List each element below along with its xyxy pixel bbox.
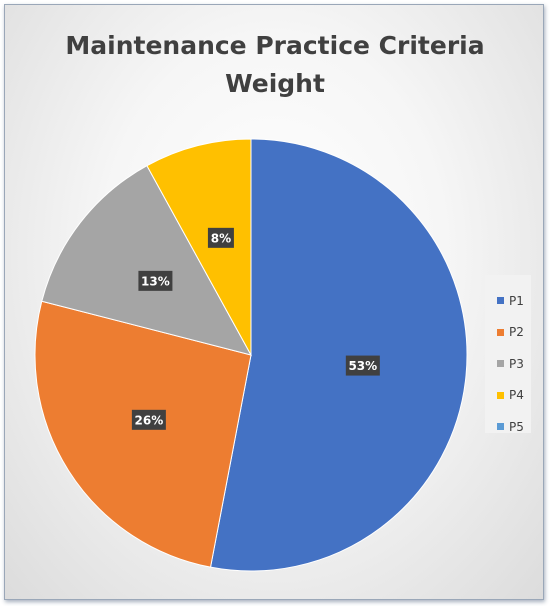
legend-item-p3[interactable]: P3 — [497, 348, 531, 380]
legend-item-p1[interactable]: P1 — [497, 285, 531, 317]
data-label-box — [138, 270, 173, 291]
chart-title-line-1: Maintenance Practice Criteria — [65, 31, 485, 60]
chart-title-line-2: Weight — [225, 69, 325, 98]
legend-item-p5[interactable]: P5 — [497, 411, 531, 443]
legend-label: P3 — [509, 356, 524, 371]
chart-frame: Maintenance Practice Criteria Weight 53%… — [4, 4, 544, 600]
data-label-box — [207, 227, 234, 248]
legend-label: P4 — [509, 388, 524, 403]
legend: P1 P2 P3 P4 P5 — [485, 275, 531, 434]
data-label-p4: 8% — [207, 227, 234, 248]
data-label-p3: 13% — [138, 270, 173, 291]
pie-slice-p4[interactable] — [146, 138, 252, 356]
legend-label: P5 — [509, 419, 524, 434]
legend-swatch — [497, 423, 504, 431]
legend-label: P1 — [509, 293, 524, 308]
legend-swatch — [497, 360, 504, 368]
legend-item-p4[interactable]: P4 — [497, 380, 531, 412]
data-label-box — [345, 355, 380, 376]
chart-title: Maintenance Practice Criteria Weight — [5, 27, 543, 103]
data-label-text: 13% — [141, 274, 170, 288]
pie-chart: 53% 26% 13% 8% — [34, 138, 468, 572]
pie-slice-p1[interactable] — [209, 138, 468, 572]
data-label-text: 53% — [348, 359, 377, 373]
data-label-p1: 53% — [345, 355, 380, 376]
legend-swatch — [497, 297, 504, 305]
data-label-text: 26% — [135, 413, 164, 427]
pie-slice-p3[interactable] — [41, 165, 252, 356]
legend-swatch — [497, 391, 504, 399]
data-label-p2: 26% — [131, 409, 166, 430]
data-label-text: 8% — [211, 231, 231, 245]
legend-swatch — [497, 328, 504, 336]
legend-item-p2[interactable]: P2 — [497, 317, 531, 349]
data-label-box — [131, 409, 166, 430]
pie-slice-p2[interactable] — [34, 300, 252, 568]
legend-label: P2 — [509, 325, 524, 340]
